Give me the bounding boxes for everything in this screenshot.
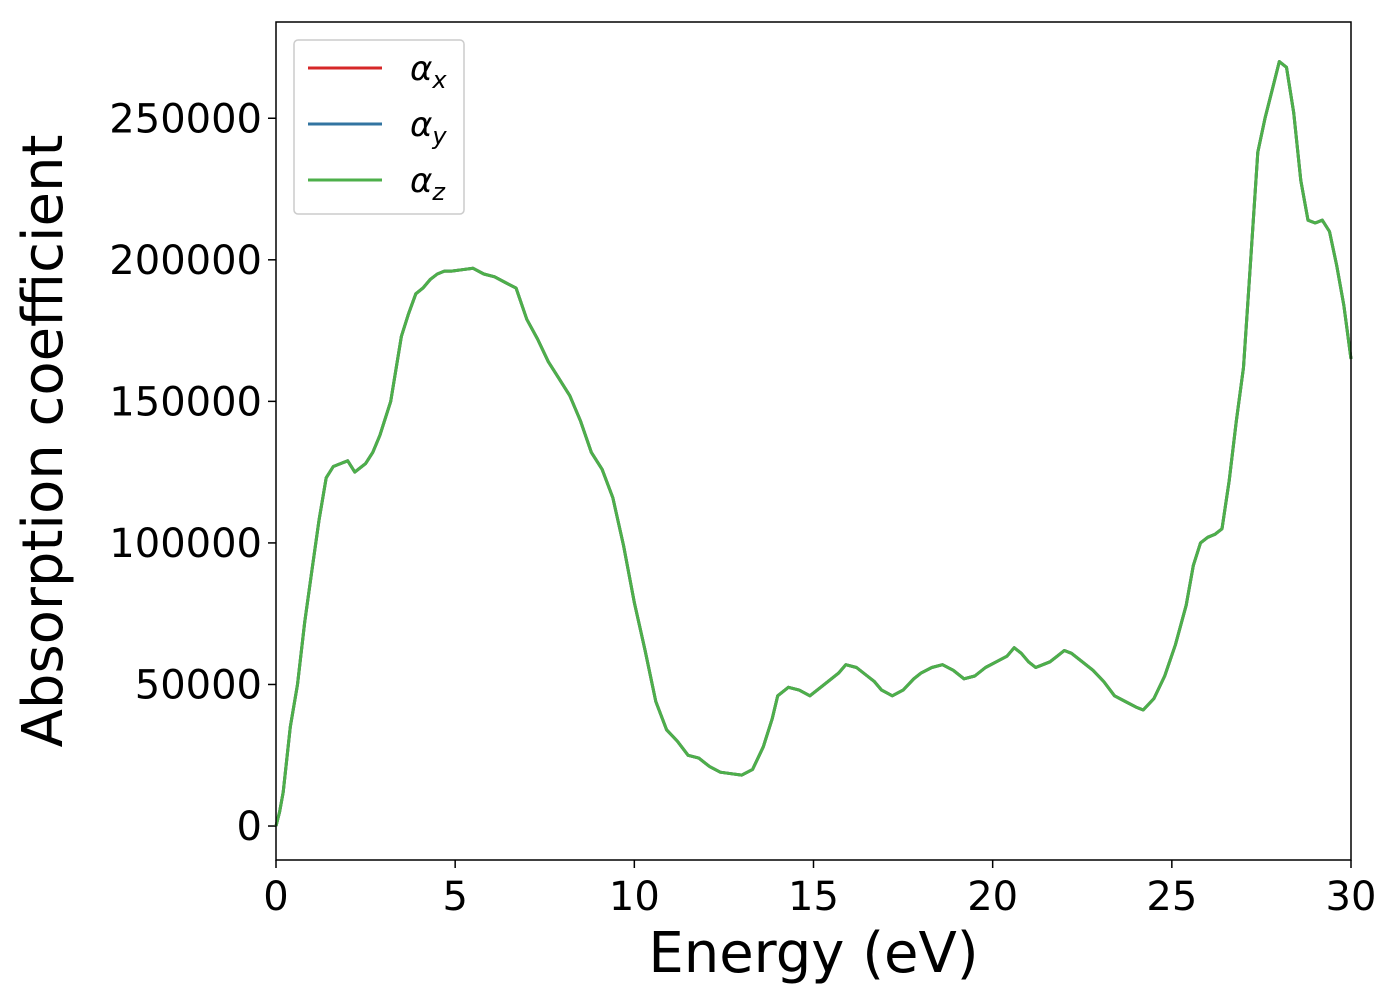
x-tick-label: 0	[263, 874, 288, 920]
legend-label-z: αz	[410, 161, 446, 206]
x-tick-label: 15	[788, 874, 839, 920]
y-axis-ticks: 0 50000 100000 150000 200000 250000	[109, 96, 276, 850]
y-tick-label: 200000	[109, 238, 262, 284]
x-tick-label: 10	[609, 874, 660, 920]
x-tick-label: 5	[442, 874, 467, 920]
series-layer	[274, 60, 1353, 827]
y-tick-label: 0	[237, 804, 262, 850]
y-tick-label: 100000	[109, 521, 262, 567]
series-line-z	[274, 60, 1353, 827]
x-tick-label: 30	[1326, 874, 1377, 920]
x-axis-label: Energy (eV)	[648, 921, 978, 986]
legend: αx αy αz	[293, 39, 465, 215]
x-tick-label: 25	[1146, 874, 1197, 920]
y-axis-label: Absorption coefficient	[11, 135, 76, 748]
y-tick-label: 50000	[135, 662, 262, 708]
legend-label-y: αy	[410, 105, 447, 150]
y-tick-label: 250000	[109, 96, 262, 142]
y-tick-label: 150000	[109, 379, 262, 425]
legend-label-x: αx	[410, 49, 447, 94]
legend-box	[293, 39, 465, 215]
plot-frame	[275, 21, 1352, 861]
x-axis-ticks: 0 5 10 15 20 25 30	[263, 860, 1376, 920]
x-tick-label: 20	[967, 874, 1018, 920]
